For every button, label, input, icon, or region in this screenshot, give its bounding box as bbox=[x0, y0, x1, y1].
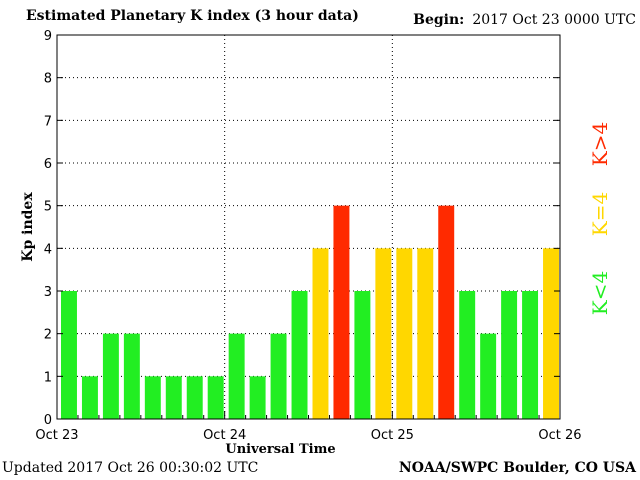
updated-timestamp: Updated 2017 Oct 26 00:30:02 UTC bbox=[2, 460, 259, 476]
y-tick-label: 6 bbox=[44, 157, 52, 172]
chart-title: Estimated Planetary K index (3 hour data… bbox=[26, 8, 359, 24]
kp-bar bbox=[375, 248, 392, 419]
kp-bar bbox=[228, 333, 245, 419]
source-credit: NOAA/SWPC Boulder, CO USA bbox=[398, 460, 636, 476]
y-tick-label: 0 bbox=[44, 413, 52, 428]
legend-entry: K<4 bbox=[588, 271, 612, 315]
x-axis-label: Universal Time bbox=[225, 442, 335, 457]
kp-bar bbox=[501, 291, 518, 419]
kp-bar bbox=[522, 291, 539, 419]
kp-bar bbox=[312, 248, 329, 419]
kp-bar bbox=[123, 333, 140, 419]
y-tick-label: 4 bbox=[44, 242, 52, 257]
kp-bar bbox=[144, 376, 161, 419]
begin-timestamp: Begin: 2017 Oct 23 0000 UTC bbox=[413, 12, 636, 28]
x-tick-label: Oct 26 bbox=[538, 428, 581, 443]
begin-label: Begin: bbox=[413, 12, 465, 28]
kp-bar bbox=[333, 205, 350, 419]
kp-bar bbox=[396, 248, 413, 419]
y-tick-label: 5 bbox=[44, 200, 52, 215]
legend-entry: K>4 bbox=[588, 122, 612, 166]
x-axis: Oct 23 Oct 24 Oct 25 Oct 26 bbox=[35, 411, 582, 443]
y-axis-label: Kp index bbox=[20, 192, 36, 262]
kp-bar bbox=[207, 376, 224, 419]
kp-bar bbox=[291, 291, 308, 419]
kp-bar bbox=[81, 376, 98, 419]
chart-grid bbox=[57, 35, 560, 419]
kp-bar bbox=[249, 376, 266, 419]
kp-bar bbox=[165, 376, 182, 419]
legend-entry: K=4 bbox=[588, 192, 612, 236]
chart-legend: K<4 K=4 K>4 bbox=[588, 122, 612, 315]
kp-bar bbox=[186, 376, 203, 419]
y-tick-label: 7 bbox=[44, 114, 52, 129]
y-tick-label: 3 bbox=[44, 285, 52, 300]
y-tick-label: 1 bbox=[44, 370, 52, 385]
kp-bar bbox=[61, 291, 77, 419]
x-tick-label: Oct 25 bbox=[371, 428, 414, 443]
kp-bar bbox=[438, 205, 455, 419]
chart-bars bbox=[61, 205, 559, 419]
y-axis: 0 1 2 3 4 5 6 7 8 9 bbox=[44, 29, 560, 428]
x-tick-label: Oct 24 bbox=[203, 428, 246, 443]
kp-bar bbox=[102, 333, 119, 419]
kp-bar bbox=[270, 333, 287, 419]
kp-bar bbox=[417, 248, 434, 419]
x-tick-label: Oct 23 bbox=[35, 428, 78, 443]
y-tick-label: 9 bbox=[44, 29, 52, 44]
y-tick-label: 2 bbox=[44, 328, 52, 343]
y-tick-label: 8 bbox=[44, 72, 52, 87]
kp-bar bbox=[480, 333, 497, 419]
kp-bar bbox=[354, 291, 371, 419]
begin-value: 2017 Oct 23 0000 UTC bbox=[472, 12, 636, 28]
kp-bar bbox=[459, 291, 476, 419]
